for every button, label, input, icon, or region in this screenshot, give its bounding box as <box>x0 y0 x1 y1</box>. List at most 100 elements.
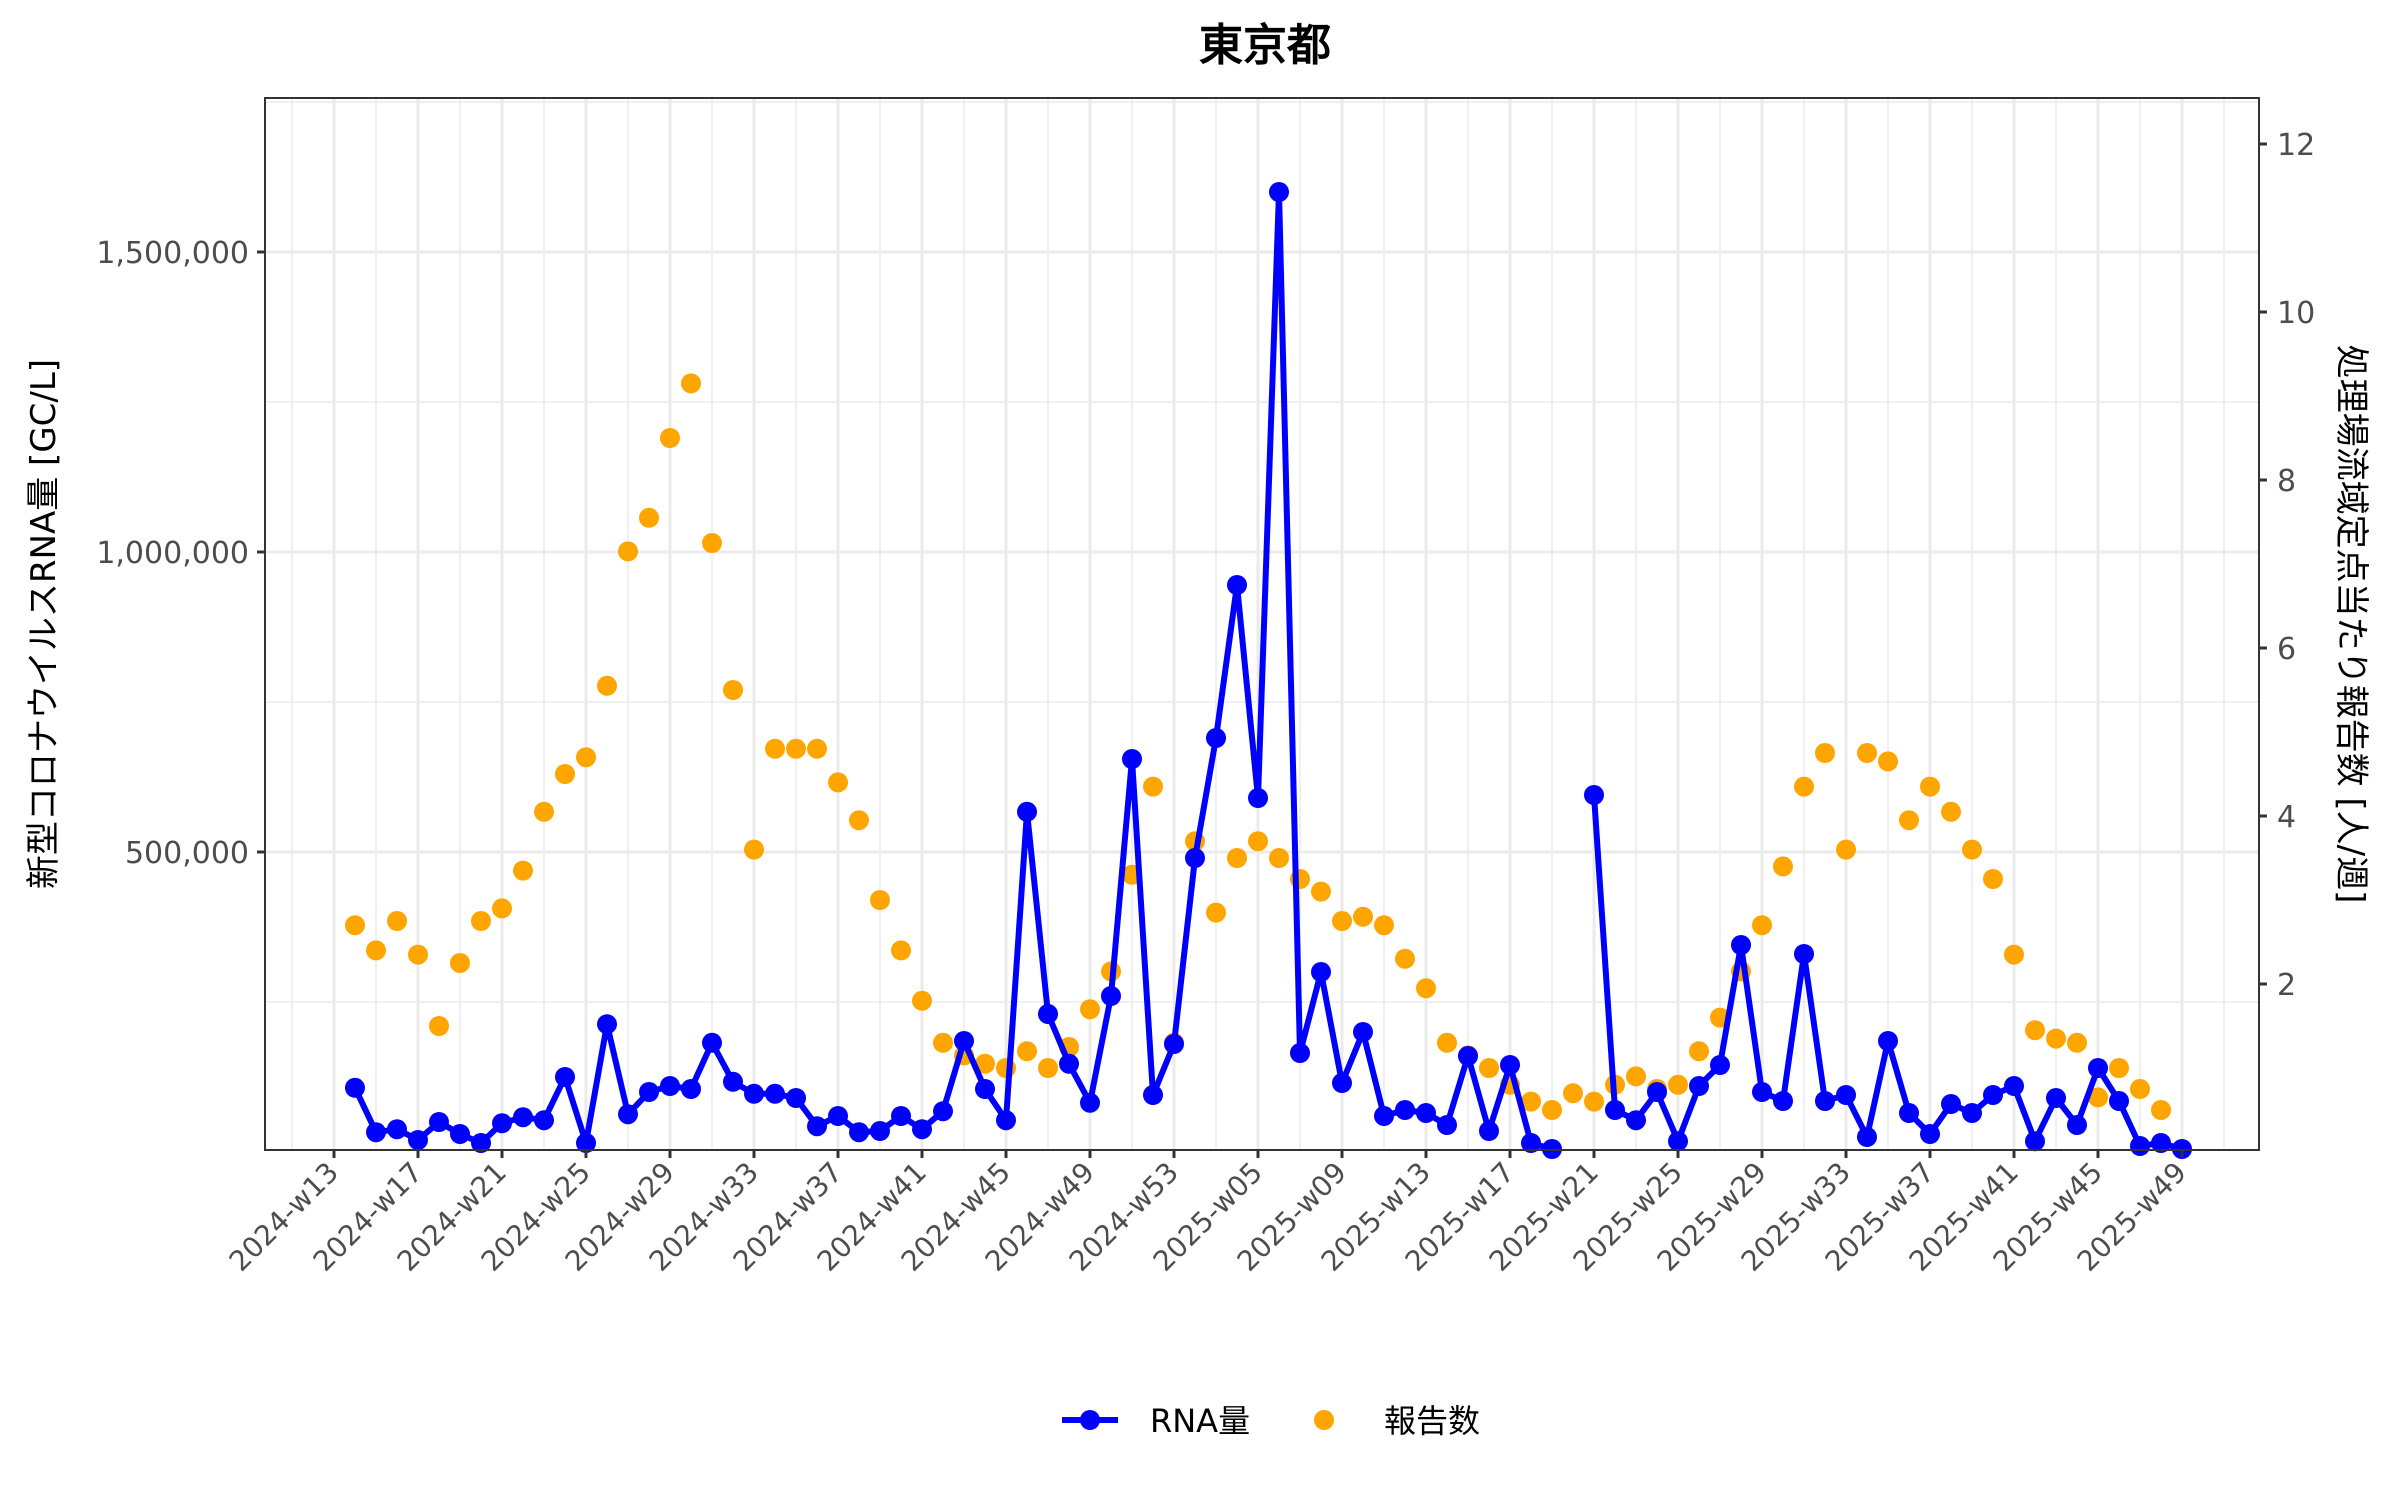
rna-point <box>2109 1091 2129 1111</box>
report-point <box>366 940 386 961</box>
rna-point <box>1290 1043 1310 1063</box>
report-point <box>1080 999 1100 1020</box>
report-point <box>702 533 722 553</box>
report-point <box>1899 810 1919 831</box>
report-point <box>1479 1058 1499 1078</box>
rna-point <box>2004 1076 2024 1096</box>
legend-item-reports: 報告数 <box>1314 1402 1480 1440</box>
rna-point <box>1647 1082 1667 1102</box>
report-point <box>1941 801 1961 822</box>
rna-point <box>2067 1115 2087 1135</box>
rna-point <box>723 1071 743 1092</box>
report-point <box>2109 1058 2129 1078</box>
report-point <box>2151 1100 2171 1120</box>
report-point <box>1626 1066 1646 1087</box>
report-point <box>1521 1091 1541 1112</box>
rna-point <box>1731 935 1751 955</box>
rna-point <box>1437 1115 1457 1135</box>
legend-item-rna: RNA量 <box>1062 1402 1250 1440</box>
rna-point <box>2151 1133 2171 1153</box>
report-point <box>1143 776 1163 797</box>
report-point <box>576 747 596 768</box>
rna-point <box>954 1031 974 1051</box>
rna-point <box>1899 1103 1919 1123</box>
report-point <box>975 1053 995 1074</box>
report-point <box>807 738 827 759</box>
rna-point <box>1626 1110 1646 1131</box>
rna-point <box>1962 1103 1982 1123</box>
legend-label-reports: 報告数 <box>1384 1402 1480 1440</box>
rna-point <box>1920 1124 1940 1144</box>
report-point <box>1542 1100 1562 1120</box>
report-point <box>1437 1032 1457 1053</box>
rna-point <box>366 1122 386 1143</box>
rna-point <box>1878 1031 1898 1051</box>
rna-point <box>1164 1034 1184 1054</box>
rna-point <box>933 1101 953 1122</box>
report-point <box>786 738 806 759</box>
y-tick-label-right: 4 <box>2277 800 2296 835</box>
legend-label-rna: RNA量 <box>1150 1402 1250 1440</box>
rna-point <box>1458 1046 1478 1066</box>
grid <box>265 98 2259 1150</box>
rna-point <box>1122 749 1142 769</box>
legend-point-icon <box>1314 1410 1334 1430</box>
rna-point <box>1584 785 1604 805</box>
rna-point <box>1017 801 1037 822</box>
report-point <box>1668 1074 1688 1095</box>
y-axis-right-label: 処理場流域定点当たり報告数 [人/週] <box>2331 345 2371 904</box>
report-point <box>1332 911 1352 931</box>
rna-point <box>576 1133 596 1153</box>
rna-point <box>1815 1091 1835 1111</box>
rna-point <box>1836 1085 1856 1105</box>
rna-point <box>1080 1092 1100 1113</box>
y-tick-label-right: 12 <box>2277 128 2315 163</box>
report-point <box>744 839 764 860</box>
report-point <box>2046 1028 2066 1049</box>
report-point <box>1983 869 2003 889</box>
report-point <box>891 940 911 961</box>
rna-point <box>912 1119 932 1140</box>
rna-point <box>1794 944 1814 964</box>
rna-point <box>1605 1100 1625 1120</box>
report-point <box>1038 1058 1058 1078</box>
rna-point <box>1311 962 1331 982</box>
report-point <box>1836 839 1856 860</box>
rna-point <box>1500 1055 1520 1075</box>
report-point <box>2130 1079 2150 1099</box>
report-point <box>534 801 554 822</box>
rna-point <box>408 1130 428 1150</box>
rna-point <box>2025 1131 2045 1152</box>
report-point <box>870 890 890 910</box>
report-point <box>1752 915 1772 936</box>
report-point <box>849 810 869 831</box>
rna-point <box>975 1079 995 1099</box>
report-point <box>1353 906 1373 927</box>
rna-point <box>681 1079 701 1099</box>
rna-point <box>429 1112 449 1132</box>
rna-point <box>660 1076 680 1096</box>
rna-point <box>450 1124 470 1144</box>
rna-point <box>807 1116 827 1137</box>
y-tick-label-right: 10 <box>2277 296 2315 331</box>
report-point <box>1584 1091 1604 1112</box>
plot-area <box>345 182 2192 1159</box>
rna-point <box>1206 728 1226 748</box>
report-point <box>828 772 848 793</box>
chart-title: 東京都 <box>1199 20 1331 71</box>
report-point <box>1416 978 1436 999</box>
report-point <box>2088 1087 2108 1108</box>
report-point <box>2067 1032 2087 1053</box>
rna-point <box>849 1122 869 1143</box>
report-point <box>618 541 638 562</box>
rna-point <box>534 1110 554 1131</box>
y-tick-label-right: 8 <box>2277 464 2296 499</box>
rna-point <box>1353 1022 1373 1042</box>
report-point <box>1269 848 1289 868</box>
y-tick-label: 1,000,000 <box>96 536 249 571</box>
report-point <box>1395 948 1415 969</box>
rna-point <box>2046 1088 2066 1108</box>
rna-point <box>1374 1106 1394 1126</box>
rna-point <box>1479 1121 1499 1141</box>
